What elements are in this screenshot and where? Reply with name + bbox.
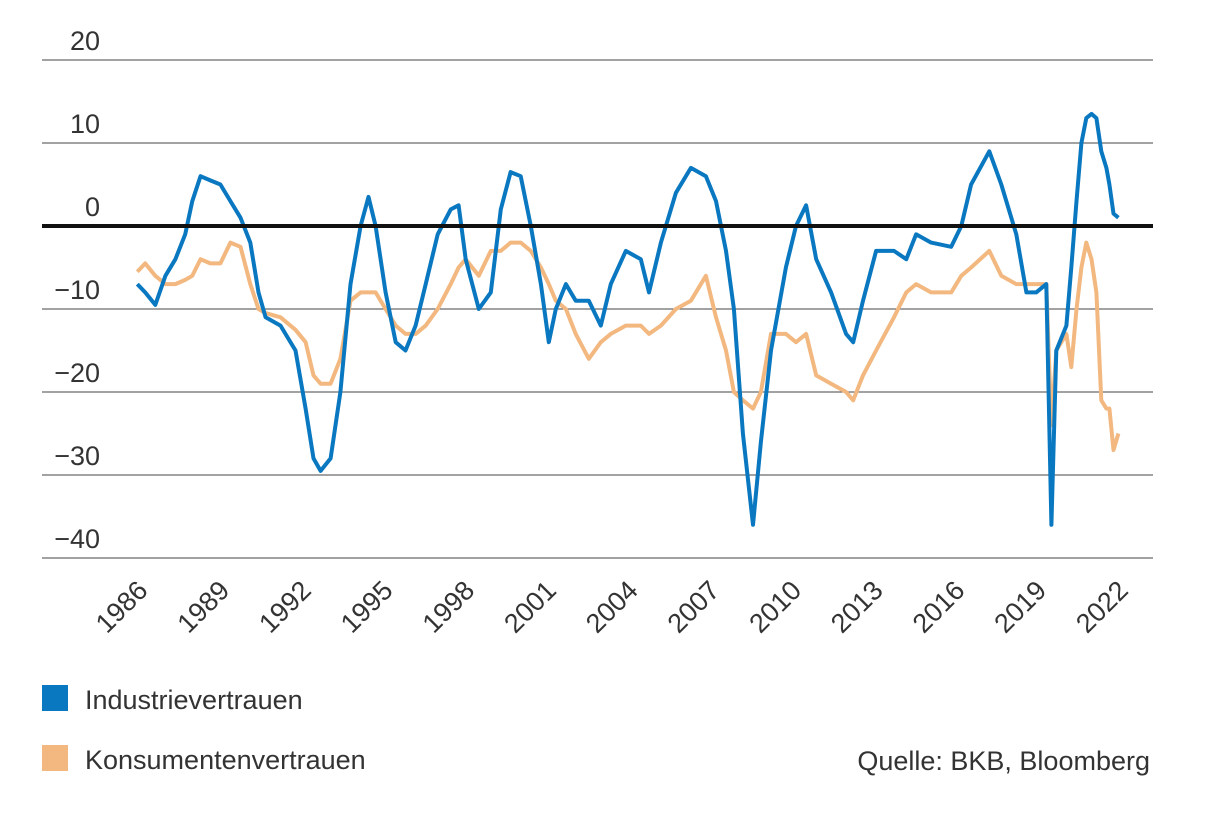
y-tick-label: −40	[54, 524, 100, 554]
legend-swatch	[42, 685, 68, 711]
x-tick-label: 2013	[825, 575, 889, 639]
y-tick-label: −10	[54, 275, 100, 305]
line-series	[135, 111, 1120, 527]
y-tick-label: 0	[85, 192, 100, 222]
x-tick-label: 1992	[253, 575, 317, 639]
x-tick-label: 2007	[662, 575, 726, 639]
x-tick-label: 1989	[172, 575, 236, 639]
y-tick-label: 20	[70, 26, 100, 56]
y-tick-label: −30	[54, 441, 100, 471]
x-tick-label: 2001	[498, 575, 562, 639]
x-tick-label: 2022	[1070, 575, 1134, 639]
line-series	[135, 240, 1121, 453]
x-tick-label: 2004	[580, 575, 644, 639]
source: Quelle: BKB, Bloomberg	[857, 746, 1150, 776]
x-tick-label: 1995	[335, 575, 399, 639]
legend-label: Industrievertrauen	[85, 685, 303, 715]
x-tick-label: 1998	[417, 575, 481, 639]
x-tick-label: 2016	[907, 575, 971, 639]
y-tick-label: 10	[70, 109, 100, 139]
x-tick-label: 2019	[988, 575, 1052, 639]
legend-label: Konsumentenvertrauen	[85, 745, 366, 775]
x-tick-label: 2010	[743, 575, 807, 639]
legend-swatch	[42, 745, 68, 771]
y-tick-label: −20	[54, 358, 100, 388]
x-tick-label: 1986	[90, 575, 154, 639]
